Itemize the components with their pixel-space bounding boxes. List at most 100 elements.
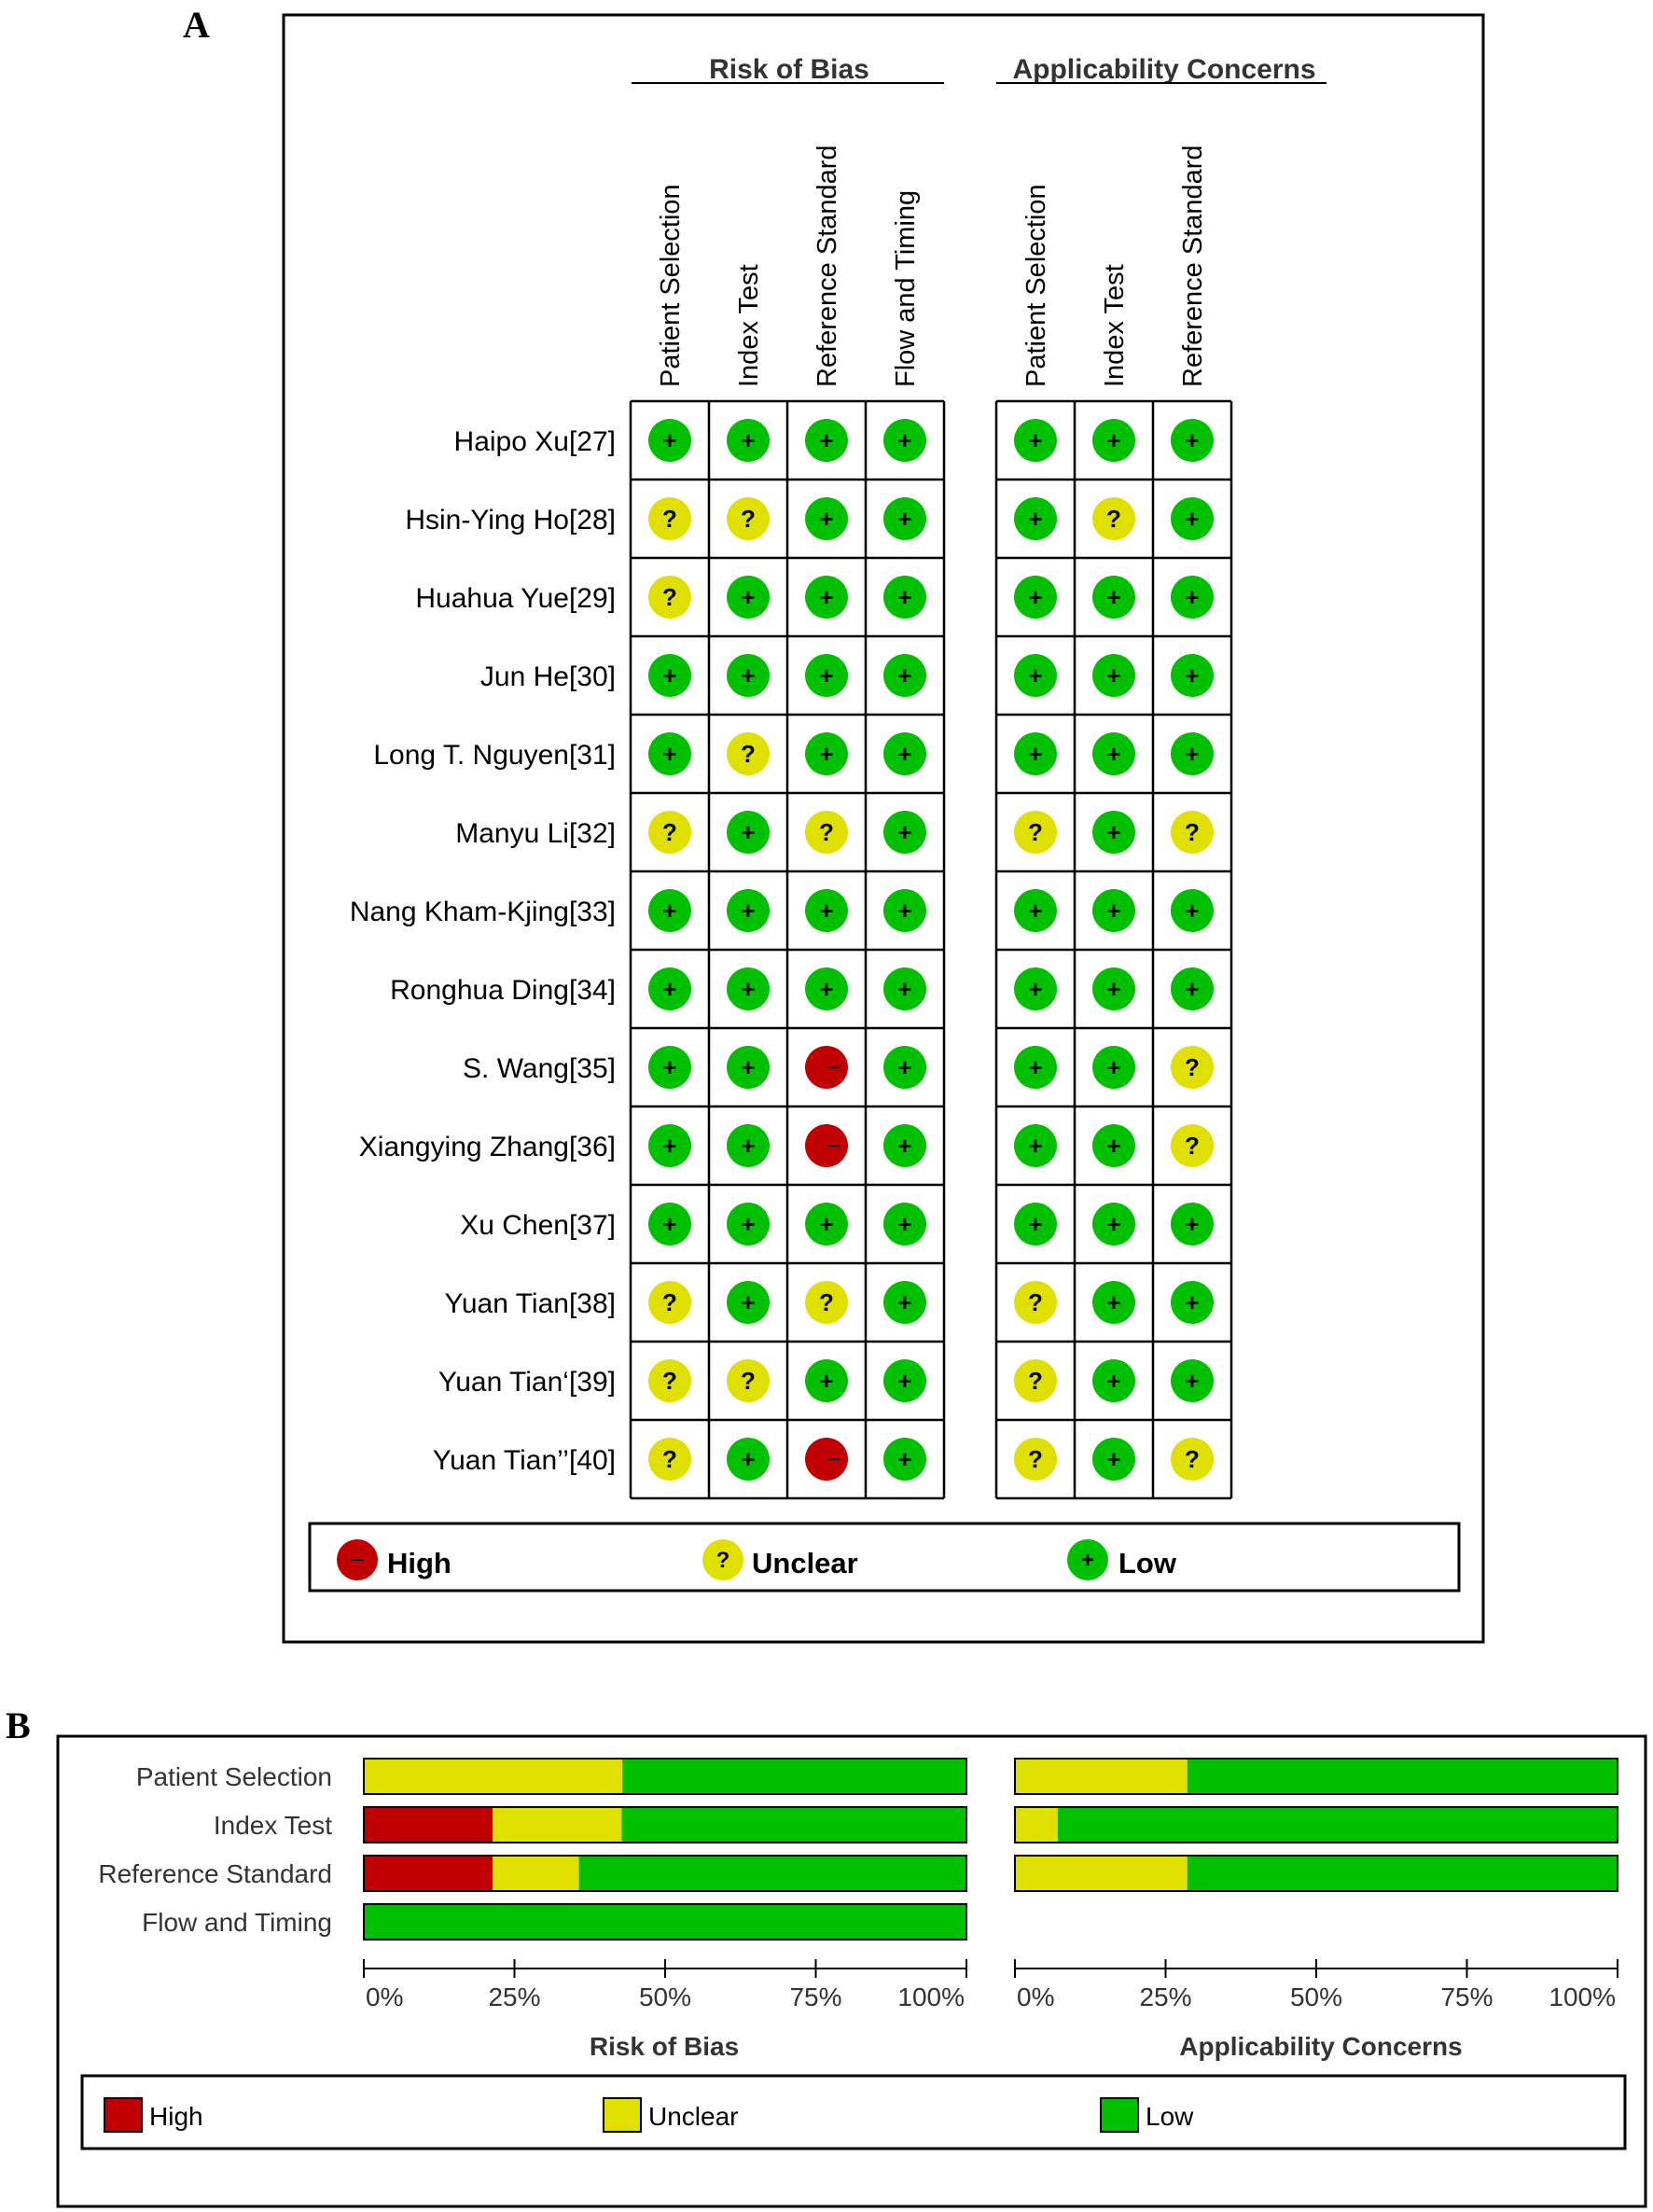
unclear-symbol-mark: ? <box>662 818 677 846</box>
low-symbol-mark: + <box>1028 426 1042 454</box>
high-judgement-icon <box>805 1046 848 1089</box>
low-bar-segment <box>364 1904 966 1940</box>
low-bar-segment <box>622 1759 966 1794</box>
low-judgement-icon <box>1171 732 1214 775</box>
study-label: Hsin-Ying Ho[28] <box>405 505 616 536</box>
high-judgement-icon <box>805 1438 848 1481</box>
low-symbol-mark: + <box>897 897 911 925</box>
unclear-judgement-icon <box>1171 811 1214 854</box>
low-judgement-icon <box>648 1203 691 1245</box>
panel-a-label: A <box>183 4 210 46</box>
domain-label: Index Test <box>214 1811 332 1840</box>
low-symbol-mark: + <box>897 426 911 454</box>
unclear-legend-icon <box>702 1539 743 1580</box>
low-judgement-icon <box>1171 1203 1214 1245</box>
ac-cell: + <box>1014 419 1057 462</box>
rob-column-header: Flow and Timing <box>891 190 921 387</box>
low-judgement-icon <box>1014 654 1057 697</box>
low-judgement-icon <box>1014 1124 1057 1167</box>
low-bar-segment <box>1057 1807 1618 1843</box>
rob-cell: ? <box>648 1359 691 1402</box>
low-judgement-icon <box>883 419 926 462</box>
low-judgement-icon <box>883 1359 926 1402</box>
rob-cell: + <box>805 732 848 775</box>
ac-cell: + <box>1092 1203 1135 1245</box>
rob-axis-title: Risk of Bias <box>590 2032 739 2061</box>
low-judgement-icon <box>727 654 770 697</box>
ac-column-header: Reference Standard <box>1178 145 1208 387</box>
unclear-symbol-mark: ? <box>662 1367 677 1395</box>
ac-cell: + <box>1171 1203 1214 1245</box>
domain-labels: Patient Selection Index Test Reference Sta… <box>98 1762 332 1937</box>
bar-outline <box>363 1758 967 1795</box>
low-symbol-mark: + <box>1185 583 1199 611</box>
low-judgement-icon <box>1092 419 1135 462</box>
low-judgement-icon <box>883 497 926 540</box>
study-label: Yuan Tian‘[39] <box>438 1367 616 1398</box>
low-symbol-mark: + <box>1106 975 1120 1003</box>
low-judgement-icon <box>648 889 691 932</box>
rob-cell: ? <box>805 1281 848 1324</box>
low-judgement-icon <box>805 497 848 540</box>
study-label: Ronghua Ding[34] <box>390 975 616 1006</box>
study-label: Huahua Yue[29] <box>415 583 616 614</box>
low-judgement-icon <box>1171 419 1214 462</box>
x-tick-label: 100% <box>1549 1982 1616 2011</box>
low-judgement-icon <box>1014 419 1057 462</box>
rob-cell: + <box>883 654 926 697</box>
unclear-symbol-mark: ? <box>741 740 756 768</box>
bar-outline <box>1014 1855 1618 1892</box>
low-symbol-mark: + <box>897 975 911 1003</box>
low-judgement-icon <box>727 967 770 1010</box>
low-symbol-mark: + <box>662 975 676 1003</box>
unclear-judgement-icon <box>1014 1438 1057 1481</box>
x-tick-label: 50% <box>1290 1982 1342 2011</box>
bar-outline <box>1014 1806 1618 1843</box>
low-judgement-icon <box>883 576 926 619</box>
low-symbol-mark: + <box>1106 1445 1120 1473</box>
low-judgement-icon <box>1171 1281 1214 1324</box>
unclear-judgement-icon <box>648 1281 691 1324</box>
low-symbol-mark: + <box>1106 583 1120 611</box>
low-judgement-icon <box>1092 654 1135 697</box>
unclear-bar-segment <box>1015 1856 1188 1891</box>
ac-cell: + <box>1171 967 1214 1010</box>
ac-cell: + <box>1092 967 1135 1010</box>
rob-cell: + <box>805 967 848 1010</box>
low-symbol-mark: + <box>1185 1210 1199 1238</box>
x-tick-label: 0% <box>366 1982 403 2011</box>
rob-cell: + <box>648 967 691 1010</box>
low-judgement-icon <box>883 654 926 697</box>
low-symbol-mark: + <box>819 1210 833 1238</box>
high-judgement-icon <box>805 1124 848 1167</box>
ac-cell: ? <box>1171 1438 1214 1481</box>
bar-outline <box>363 1806 967 1843</box>
low-judgement-icon <box>805 576 848 619</box>
unclear-symbol-mark: ? <box>662 1288 677 1316</box>
low-symbol-mark: + <box>1028 1210 1042 1238</box>
low-judgement-icon <box>805 967 848 1010</box>
unclear-judgement-icon <box>1092 497 1135 540</box>
low-judgement-icon <box>1171 1359 1214 1402</box>
rob-cell: + <box>883 811 926 854</box>
ac-cell: + <box>1014 1046 1057 1089</box>
low-judgement-icon <box>1014 1046 1057 1089</box>
unclear-judgement-icon <box>727 1359 770 1402</box>
low-judgement-icon <box>883 967 926 1010</box>
low-symbol-mark: + <box>1185 426 1199 454</box>
low-judgement-icon <box>727 1203 770 1245</box>
ac-cell: ? <box>1171 1046 1214 1089</box>
rob-cell <box>805 1438 848 1481</box>
study-label: Yuan Tian[38] <box>445 1288 617 1319</box>
unclear-symbol-mark: ? <box>1028 1445 1043 1473</box>
low-judgement-icon <box>1092 1281 1135 1324</box>
unclear-judgement-icon <box>648 1438 691 1481</box>
unclear-symbol-mark: ? <box>662 1445 677 1473</box>
low-judgement-icon <box>727 1124 770 1167</box>
low-symbol-mark: + <box>1185 975 1199 1003</box>
unclear-bar-segment <box>1015 1759 1188 1794</box>
unclear-judgement-icon <box>648 497 691 540</box>
x-tick-label: 75% <box>789 1982 841 2011</box>
low-symbol-mark: + <box>741 1288 755 1316</box>
rob-cell: + <box>883 967 926 1010</box>
